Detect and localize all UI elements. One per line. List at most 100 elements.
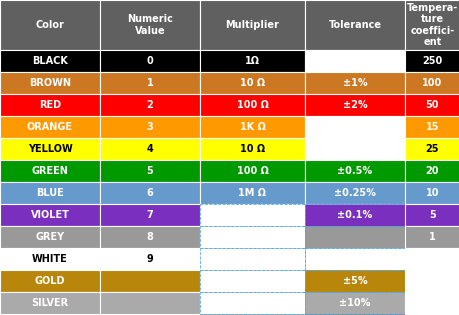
Text: Tolerance: Tolerance — [328, 20, 381, 30]
Text: 8: 8 — [146, 232, 153, 242]
Text: Tempera-
ture
coeffici-
ent: Tempera- ture coeffici- ent — [406, 3, 457, 47]
Bar — [200, 160, 304, 182]
Text: 1: 1 — [146, 78, 153, 88]
Bar — [304, 160, 404, 182]
Bar — [304, 270, 404, 292]
Text: 20: 20 — [425, 166, 438, 176]
Text: 100 Ω: 100 Ω — [236, 100, 268, 110]
Text: 3: 3 — [146, 122, 153, 132]
Bar — [100, 292, 200, 314]
Bar — [404, 204, 459, 226]
Bar — [404, 160, 459, 182]
Text: 25: 25 — [425, 144, 438, 154]
Bar — [0, 138, 100, 160]
Text: RED: RED — [39, 100, 61, 110]
Bar — [100, 116, 200, 138]
Bar — [0, 160, 100, 182]
Bar — [304, 292, 404, 314]
Bar — [100, 94, 200, 116]
Bar — [404, 72, 459, 94]
Bar — [200, 182, 304, 204]
Text: 1K Ω: 1K Ω — [239, 122, 265, 132]
Text: 1: 1 — [428, 232, 435, 242]
Bar — [0, 204, 100, 226]
Text: 5: 5 — [146, 166, 153, 176]
Bar — [304, 248, 404, 270]
Text: 9: 9 — [146, 254, 153, 264]
Bar — [100, 50, 200, 72]
Bar — [404, 248, 459, 270]
Bar — [100, 138, 200, 160]
Text: WHITE: WHITE — [32, 254, 68, 264]
Bar — [0, 116, 100, 138]
Bar — [304, 204, 404, 226]
Bar — [0, 72, 100, 94]
Bar — [404, 292, 459, 314]
Bar — [404, 94, 459, 116]
Bar — [304, 94, 404, 116]
Text: 50: 50 — [425, 100, 438, 110]
Bar — [200, 226, 304, 248]
Text: Multiplier: Multiplier — [225, 20, 279, 30]
Text: ±2%: ±2% — [342, 100, 367, 110]
Text: Numeric
Value: Numeric Value — [127, 14, 173, 36]
Bar — [100, 182, 200, 204]
Text: ±0.5%: ±0.5% — [337, 166, 372, 176]
Bar — [304, 72, 404, 94]
Text: 100 Ω: 100 Ω — [236, 166, 268, 176]
Bar — [200, 248, 304, 270]
Text: ±10%: ±10% — [339, 298, 370, 308]
Text: BLACK: BLACK — [32, 56, 68, 66]
Bar — [0, 226, 100, 248]
Text: 4: 4 — [146, 144, 153, 154]
Text: SILVER: SILVER — [31, 298, 68, 308]
Bar — [304, 182, 404, 204]
Text: VIOLET: VIOLET — [30, 210, 69, 220]
Text: 250: 250 — [421, 56, 442, 66]
Bar — [0, 270, 100, 292]
Bar — [200, 50, 304, 72]
Text: 0: 0 — [146, 56, 153, 66]
Bar — [0, 248, 100, 270]
Bar — [100, 204, 200, 226]
Text: 5: 5 — [428, 210, 435, 220]
Text: 10 Ω: 10 Ω — [240, 78, 264, 88]
Text: Color: Color — [35, 20, 64, 30]
Bar — [304, 50, 404, 72]
Bar — [100, 0, 200, 50]
Text: 15: 15 — [425, 122, 438, 132]
Text: BROWN: BROWN — [29, 78, 71, 88]
Text: ±0.25%: ±0.25% — [333, 188, 375, 198]
Text: GREEN: GREEN — [32, 166, 68, 176]
Text: 100: 100 — [421, 78, 442, 88]
Bar — [200, 0, 304, 50]
Bar — [200, 204, 304, 226]
Bar — [304, 138, 404, 160]
Bar — [200, 116, 304, 138]
Bar — [404, 270, 459, 292]
Bar — [200, 270, 304, 292]
Text: ORANGE: ORANGE — [27, 122, 73, 132]
Text: 2: 2 — [146, 100, 153, 110]
Bar — [100, 160, 200, 182]
Bar — [100, 72, 200, 94]
Text: 10: 10 — [425, 188, 438, 198]
Text: 1M Ω: 1M Ω — [238, 188, 266, 198]
Bar — [200, 138, 304, 160]
Bar — [304, 0, 404, 50]
Bar — [0, 292, 100, 314]
Bar — [100, 248, 200, 270]
Text: ±1%: ±1% — [342, 78, 367, 88]
Bar — [404, 0, 459, 50]
Text: 10 Ω: 10 Ω — [240, 144, 264, 154]
Text: BLUE: BLUE — [36, 188, 64, 198]
Bar — [404, 116, 459, 138]
Bar — [200, 72, 304, 94]
Bar — [200, 292, 304, 314]
Text: GREY: GREY — [35, 232, 64, 242]
Bar — [304, 226, 404, 248]
Bar — [404, 226, 459, 248]
Bar — [100, 270, 200, 292]
Bar — [0, 94, 100, 116]
Text: YELLOW: YELLOW — [28, 144, 72, 154]
